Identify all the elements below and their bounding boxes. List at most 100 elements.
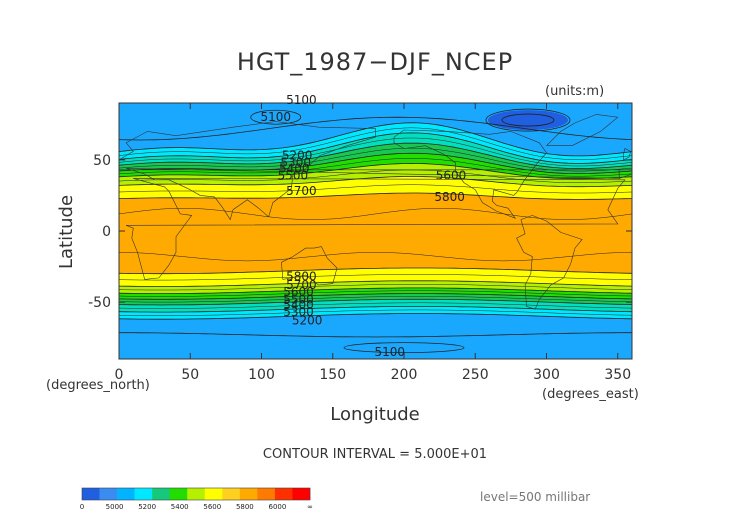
x-tick-label: 350 (604, 367, 631, 383)
colorbar-swatch (152, 488, 170, 500)
contour-label: 5400 (279, 161, 310, 175)
colorbar-swatch (222, 488, 241, 500)
contour-label: 5100 (260, 110, 291, 124)
colorbar-swatch (187, 488, 206, 500)
y-tick-label: 50 (93, 153, 111, 169)
colorbar-swatch (292, 488, 311, 500)
contour-sh-5200 (119, 313, 632, 320)
x-tick-label: 100 (248, 367, 275, 383)
x-tick-label: 200 (391, 367, 418, 383)
band-nh-5400-5500 (119, 143, 632, 174)
contour-mid-4 (119, 169, 632, 183)
contour-interval-text: CONTOUR INTERVAL = 5.000E+01 (263, 447, 487, 462)
contour-label: 5200 (282, 149, 313, 163)
contour-nh-5400 (119, 142, 632, 169)
contour-label: 5400 (283, 298, 314, 312)
contour-label: 5300 (280, 156, 311, 170)
contour-label: 5200 (292, 314, 323, 328)
contour-label: 5600 (436, 169, 467, 183)
contour-mid-10 (119, 302, 632, 309)
colorbar-swatch (204, 488, 223, 500)
band-below-5000 (487, 110, 568, 131)
contour-label: 5700 (286, 184, 317, 198)
contour-nh-5600 (119, 162, 632, 180)
colorbar-swatch (99, 488, 118, 500)
x-tick-label: 50 (181, 367, 199, 383)
chart-title: HGT_1987−DJF_NCEP (237, 48, 513, 76)
colorbar-tick-label: 5000 (106, 503, 124, 511)
contour-nh-5800 (119, 192, 632, 200)
contour-nh-4950 (501, 113, 555, 127)
contour-mid-9 (119, 296, 632, 303)
y-axis-title: Latitude (56, 195, 77, 269)
colorbar-tick-label: 5200 (138, 503, 156, 511)
contour-label: 5500 (278, 169, 309, 183)
contour-mid-8 (119, 290, 632, 297)
y-tick-label: -50 (88, 295, 111, 311)
europe-east-outline (618, 169, 632, 179)
x-tick-label: 250 (462, 367, 489, 383)
contour-label: 5700 (286, 278, 317, 292)
greenland-outline (546, 114, 619, 146)
level-text: level=500 millibar (480, 490, 590, 504)
x-axis-title: Longitude (330, 404, 420, 425)
australia-outline (281, 246, 338, 286)
colorbar-tick-label: 6000 (269, 503, 287, 511)
colorbar-swatch (82, 488, 100, 500)
contour-sh-5500 (119, 293, 632, 300)
contour-label: 5100 (286, 93, 317, 107)
colorbar-swatch (134, 488, 153, 500)
colorbar-swatch (257, 488, 276, 500)
colorbar-tick-label: ∞ (307, 503, 313, 511)
contour-label: 5300 (283, 305, 314, 319)
contour-label: 5800 (286, 270, 317, 284)
contour-label: 5100 (374, 345, 405, 359)
band-above-5800 (119, 193, 632, 274)
band-nh-5500-5600 (119, 153, 632, 179)
band-sh-5200-5300 (119, 306, 632, 320)
contour-sh-5150 (119, 332, 632, 338)
south-america-outline (516, 215, 583, 310)
band-sh-5600-5700 (119, 280, 632, 294)
colorbar-swatch (239, 488, 258, 500)
contour-sh-5400 (119, 298, 632, 306)
contour-sh-5300 (119, 306, 632, 313)
colorbar-swatch (117, 488, 135, 500)
contour-nh-5500 (119, 152, 632, 174)
band-nh-5200-5300 (119, 122, 632, 164)
x-units-label: (degrees_east) (542, 387, 639, 402)
colorbar (81, 487, 311, 501)
band-nh-5300-5400 (119, 132, 632, 169)
contour-sh-5800 (119, 267, 632, 275)
eurasia-outline (119, 121, 620, 221)
africa-outline (125, 178, 626, 280)
y-units-label: (degrees_north) (46, 378, 150, 393)
contour-label: 5500 (283, 292, 314, 306)
units-label: (units:m) (545, 84, 604, 99)
contour-mid-7 (119, 284, 632, 291)
x-tick-label: 0 (115, 367, 124, 383)
x-tick-label: 300 (533, 367, 560, 383)
contour-mid-3 (119, 158, 632, 177)
band-nh-5700-5800 (119, 176, 632, 200)
contour-nh-5100 (119, 116, 632, 141)
contour-nh-5100-siberia (250, 109, 302, 125)
colorbar-swatch (274, 488, 293, 500)
contour-tropics-s (119, 252, 632, 262)
contour-label: 5800 (434, 190, 465, 204)
colorbar-tick-label: 5800 (236, 503, 254, 511)
contour-mid-1 (119, 137, 632, 167)
contour-nh-5200 (119, 122, 632, 157)
contour-label: 5600 (283, 285, 314, 299)
contour-nh-5700 (119, 176, 632, 188)
colorbar-swatch (169, 488, 188, 500)
contour-nh-5000 (485, 108, 571, 132)
colorbar-tick-label: 0 (80, 503, 84, 511)
band-sh-5300-5400 (119, 299, 632, 313)
x-tick-label: 150 (319, 367, 346, 383)
y-tick-label: 0 (102, 224, 111, 240)
contour-mid-6 (119, 274, 632, 281)
uk-outline (623, 148, 631, 161)
contour-sh-5700 (119, 280, 632, 287)
